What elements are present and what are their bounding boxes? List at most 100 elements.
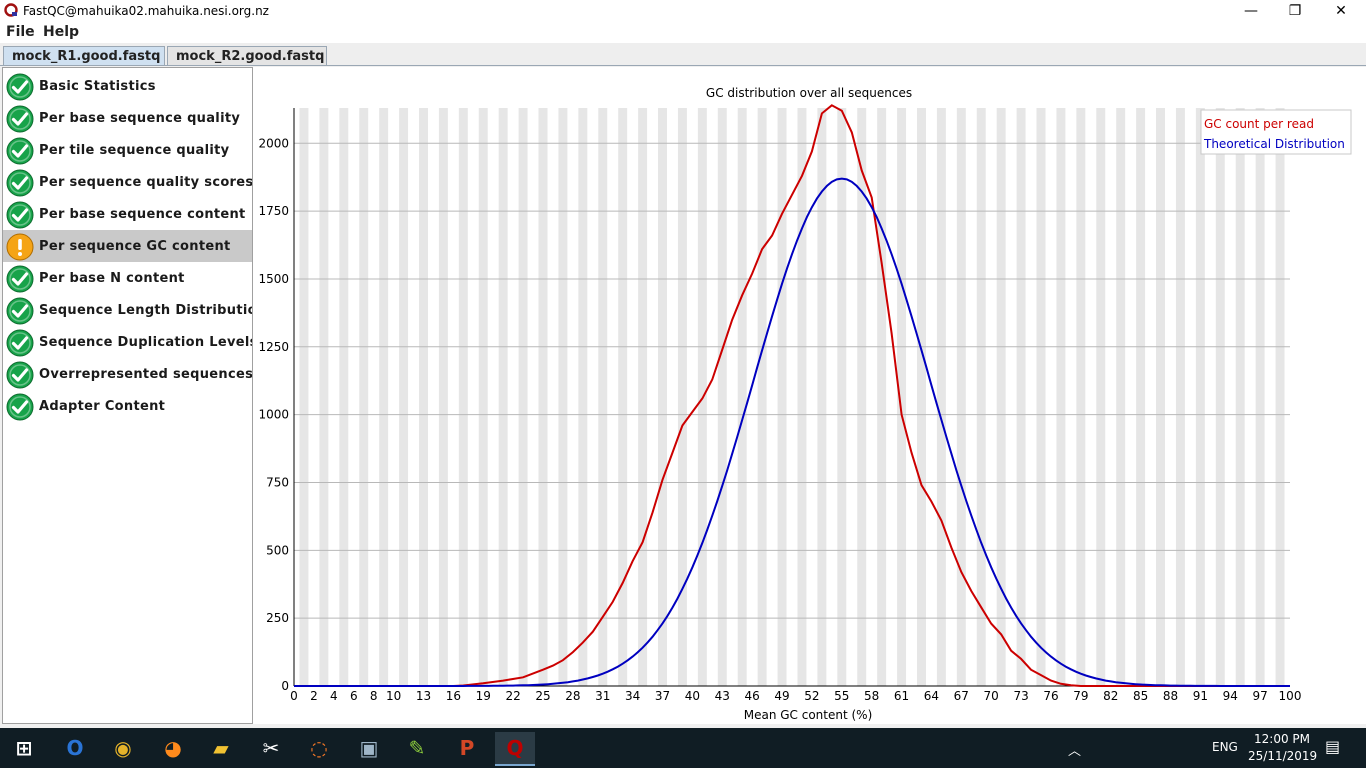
pass-check-icon: [6, 201, 34, 229]
module-adapter-content[interactable]: Adapter Content: [3, 390, 252, 422]
module-list: Basic Statistics Per base sequence qualit…: [2, 67, 253, 724]
x-tick-label: 52: [804, 689, 819, 703]
chart-band: [518, 108, 528, 686]
clock-time[interactable]: 12:00 PM: [1254, 732, 1310, 746]
minimize-button[interactable]: —: [1244, 3, 1258, 19]
chart-band: [1275, 108, 1285, 686]
chart-band: [359, 108, 369, 686]
clock-date[interactable]: 25/11/2019: [1248, 749, 1318, 763]
module-per-tile-sequence-quality[interactable]: Per tile sequence quality: [3, 134, 252, 166]
x-tick-label: 13: [416, 689, 431, 703]
chart-band: [1156, 108, 1165, 686]
tab-mock-r1[interactable]: mock_R1.good.fastq: [3, 46, 165, 65]
x-tick-label: 76: [1043, 689, 1058, 703]
module-sequence-duplication-levels[interactable]: Sequence Duplication Levels: [3, 326, 252, 358]
chart-band: [558, 108, 568, 686]
theoretical-line: [294, 177, 1290, 687]
x-tick-label: 31: [595, 689, 610, 703]
module-label: Per base sequence content: [39, 207, 246, 222]
chart-band: [438, 108, 448, 686]
y-tick-label: 0: [281, 679, 289, 693]
jupyter-icon[interactable]: ◌: [310, 736, 328, 760]
notification-icon[interactable]: ▤: [1325, 737, 1341, 756]
x-tick-label: 97: [1252, 689, 1267, 703]
chart-band: [638, 108, 648, 686]
module-overrepresented-sequences[interactable]: Overrepresented sequences: [3, 358, 252, 390]
chart-title: GC distribution over all sequences: [706, 86, 912, 100]
chart-band: [976, 108, 986, 686]
module-per-base-sequence-content[interactable]: Per base sequence content: [3, 198, 252, 230]
chart-band: [797, 108, 807, 686]
legend-entry: Theoretical Distribution: [1203, 137, 1345, 151]
x-tick-label: 6: [350, 689, 358, 703]
module-per-base-n-content[interactable]: Per base N content: [3, 262, 252, 294]
tray-chevron-icon[interactable]: ︿: [1068, 744, 1082, 759]
module-sequence-length-distribution[interactable]: Sequence Length Distribution: [3, 294, 252, 326]
x-tick-label: 61: [894, 689, 909, 703]
chart-band: [419, 108, 428, 686]
terminal-icon[interactable]: ▣: [359, 736, 379, 760]
module-per-sequence-gc-content[interactable]: Per sequence GC content: [3, 230, 252, 262]
module-label: Adapter Content: [39, 399, 166, 414]
pass-check-icon: [6, 329, 34, 357]
fastqc-icon[interactable]: Q: [495, 732, 535, 766]
module-label: Per base sequence quality: [39, 111, 241, 126]
module-per-sequence-quality-scores[interactable]: Per sequence quality scores: [3, 166, 252, 198]
chart-band: [1076, 108, 1086, 686]
chart-band: [956, 108, 966, 686]
chart-band: [1136, 108, 1146, 686]
module-label: Per sequence GC content: [39, 239, 231, 254]
powerpoint-icon[interactable]: P: [459, 736, 475, 760]
language-indicator[interactable]: ENG: [1212, 740, 1238, 754]
gc-count-line: [294, 104, 1290, 687]
menu-help[interactable]: Help: [43, 24, 80, 40]
chart-band: [936, 108, 946, 686]
firefox-icon[interactable]: ◕: [164, 736, 182, 760]
restore-button[interactable]: ❐: [1288, 3, 1302, 19]
file-explorer-icon[interactable]: ▰: [213, 736, 229, 760]
chart-band: [658, 108, 667, 686]
chrome-icon[interactable]: ◉: [114, 736, 132, 760]
chart-band: [478, 108, 488, 686]
module-basic-statistics[interactable]: Basic Statistics: [3, 70, 252, 102]
module-per-base-sequence-quality[interactable]: Per base sequence quality: [3, 102, 252, 134]
x-tick-label: 67: [954, 689, 969, 703]
y-tick-label: 1500: [258, 272, 289, 286]
tab-mock-r2[interactable]: mock_R2.good.fastq: [167, 46, 327, 65]
y-tick-label: 1750: [258, 204, 289, 218]
x-tick-label: 34: [625, 689, 640, 703]
pass-check-icon: [6, 393, 34, 421]
module-label: Per tile sequence quality: [39, 143, 230, 158]
outlook-icon[interactable]: O: [66, 736, 84, 760]
y-tick-label: 1250: [258, 340, 289, 354]
menu-file[interactable]: File: [6, 24, 35, 40]
chart-band: [917, 108, 926, 686]
x-tick-label: 22: [505, 689, 520, 703]
chart-band: [1175, 108, 1185, 686]
chart-band: [817, 108, 827, 686]
windows-start-icon[interactable]: ⊞: [15, 736, 33, 760]
chart-band: [379, 108, 389, 686]
close-button[interactable]: ✕: [1335, 3, 1347, 19]
x-tick-label: 19: [476, 689, 491, 703]
chart-band: [857, 108, 867, 686]
y-tick-label: 2000: [258, 136, 289, 150]
chart-band: [498, 108, 508, 686]
chart-band: [1036, 108, 1046, 686]
x-tick-label: 46: [745, 689, 760, 703]
x-tick-label: 73: [1013, 689, 1028, 703]
chart-band: [399, 108, 409, 686]
snipping-icon[interactable]: ✂: [262, 736, 280, 760]
menu-bar: File Help: [0, 22, 1366, 43]
x-tick-label: 91: [1193, 689, 1208, 703]
x-tick-label: 100: [1279, 689, 1302, 703]
x-tick-label: 4: [330, 689, 338, 703]
x-tick-label: 10: [386, 689, 401, 703]
chart-band: [1116, 108, 1126, 686]
chart-band: [777, 108, 787, 686]
title-bar: FastQC@mahuika02.mahuika.nesi.org.nz — ❐…: [0, 0, 1366, 22]
pass-check-icon: [6, 73, 34, 101]
pass-check-icon: [6, 361, 34, 389]
notepad-icon[interactable]: ✎: [408, 736, 426, 760]
